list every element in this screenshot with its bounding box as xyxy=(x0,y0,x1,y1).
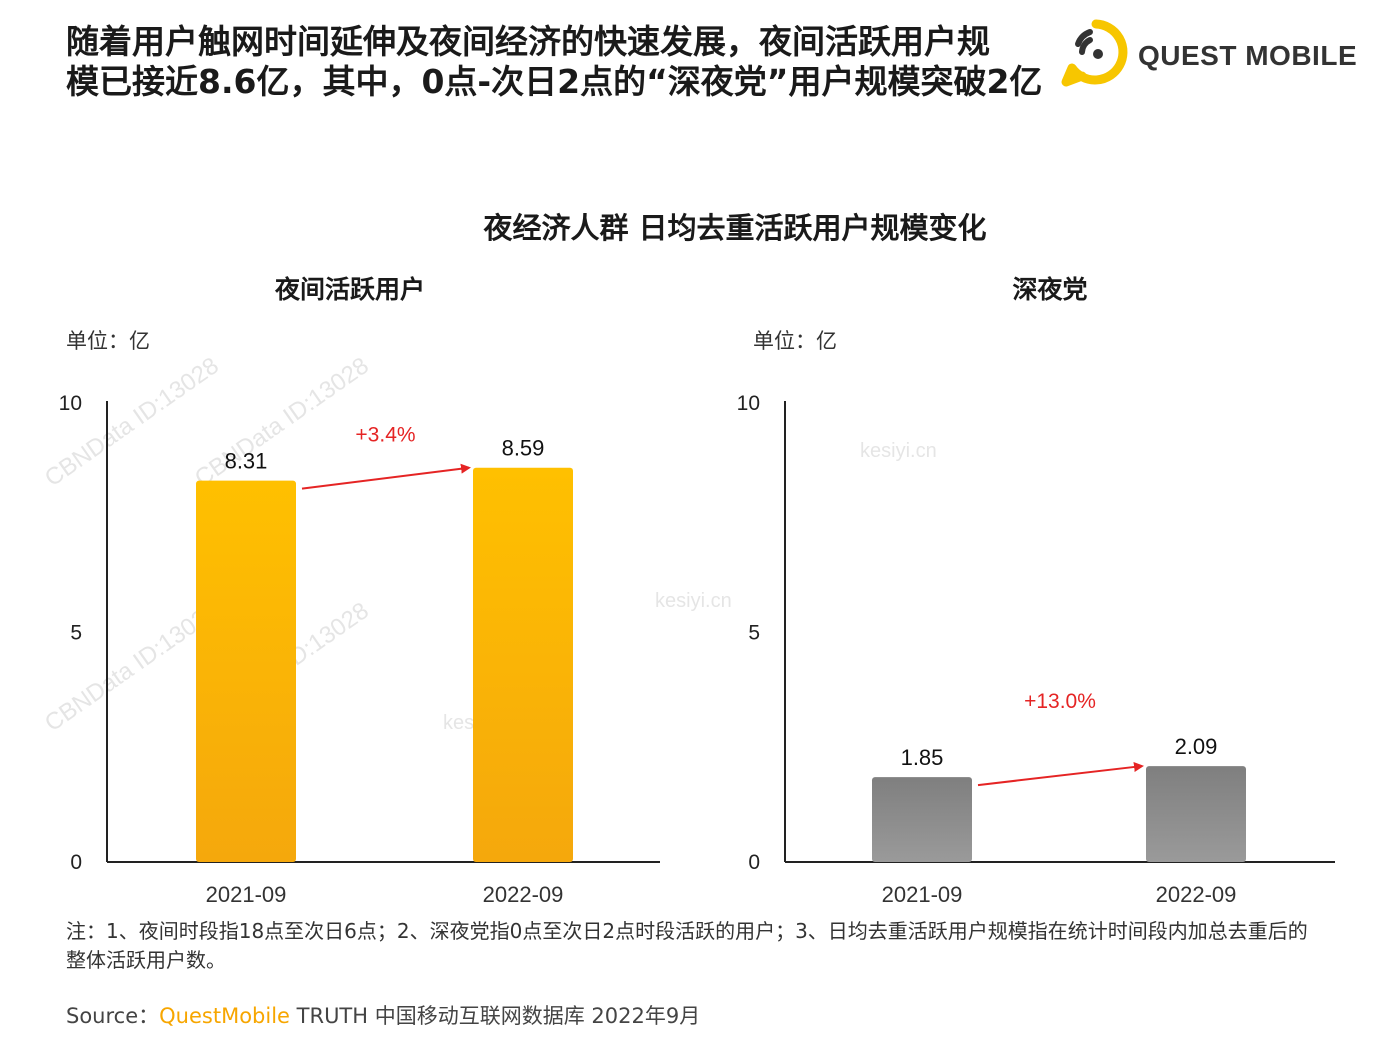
source-line: Source：QuestMobile TRUTH 中国移动互联网数据库 2022… xyxy=(66,1000,700,1030)
chart-2-category-label: 2022-09 xyxy=(1156,882,1237,907)
chart-2-growth-arrow xyxy=(977,762,1144,787)
source-brand: QuestMobile xyxy=(159,1004,290,1028)
chart-1-unit-label: 单位：亿 xyxy=(66,329,150,353)
logo-text: QUEST MOBILE xyxy=(1138,40,1358,71)
source-prefix: Source： xyxy=(66,1004,160,1028)
chart-2-growth-label: +13.0% xyxy=(1024,690,1096,713)
chart-1-bar xyxy=(473,467,573,862)
chart-1-category-label: 2022-09 xyxy=(483,882,564,907)
chart-1-title: 夜间活跃用户 xyxy=(274,275,425,304)
brand-logo: QUEST MOBILE xyxy=(1060,18,1360,88)
chart-2-category-label: 2021-09 xyxy=(882,882,963,907)
headline-line-1: 随着用户触网时间延伸及夜间经济的快速发展，夜间活跃用户规 xyxy=(66,22,990,61)
watermark-site: kesiyi.cn xyxy=(860,440,937,462)
chart-2-value-label: 2.09 xyxy=(1175,734,1218,759)
chart-1-y-tick-label: 0 xyxy=(70,851,82,874)
chart-1-y-tick-label: 5 xyxy=(70,622,82,645)
chart-1-category-label: 2021-09 xyxy=(206,882,287,907)
chart-1-y-tick-label: 10 xyxy=(59,392,82,415)
chart-1-growth-arrow xyxy=(301,463,471,490)
chart-2-y-tick-label: 0 xyxy=(748,851,760,874)
page-headline: 随着用户触网时间延伸及夜间经济的快速发展，夜间活跃用户规 模已接近8.6亿，其中… xyxy=(66,22,1066,102)
chart-2-unit-label: 单位：亿 xyxy=(753,329,837,353)
chart-2-y-tick-label: 10 xyxy=(737,392,760,415)
watermark-site: kesiyi.cn xyxy=(655,590,732,612)
chart-main-title: 夜经济人群 日均去重活跃用户规模变化 xyxy=(483,211,987,245)
chart-2-value-label: 1.85 xyxy=(901,745,944,770)
chart-1-value-label: 8.31 xyxy=(225,449,268,474)
chart-2-bar xyxy=(1146,766,1246,862)
chart-1-value-label: 8.59 xyxy=(502,436,545,461)
source-rest: TRUTH 中国移动互联网数据库 2022年9月 xyxy=(289,1004,701,1028)
questmobile-logo-icon xyxy=(1061,19,1128,87)
chart-2-title: 深夜党 xyxy=(1012,275,1088,304)
chart-1-growth-label: +3.4% xyxy=(355,424,415,447)
chart-2-y-tick-label: 5 xyxy=(748,622,760,645)
footnote: 注：1、夜间时段指18点至次日6点；2、深夜党指0点至次日2点时段活跃的用户；3… xyxy=(66,919,1308,972)
chart-1-bar xyxy=(196,480,296,862)
headline-line-2: 模已接近8.6亿，其中，0点-次日2点的“深夜党”用户规模突破2亿 xyxy=(66,62,1043,101)
chart-2-bar xyxy=(872,777,972,862)
